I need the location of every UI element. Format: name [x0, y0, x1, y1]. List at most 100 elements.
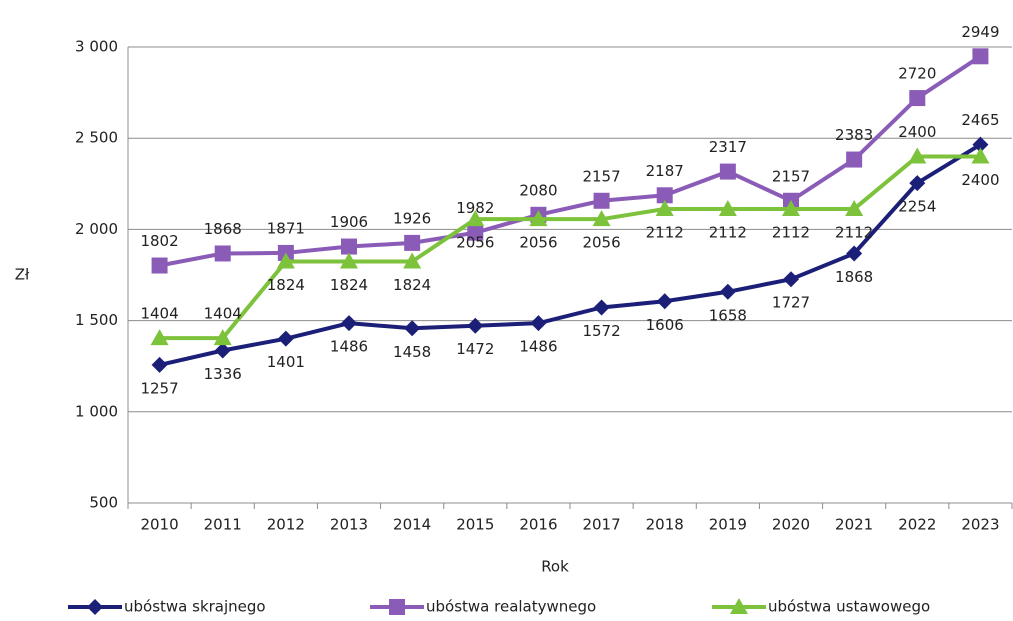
data-label: 1572 [582, 322, 620, 340]
x-tick-label: 2020 [772, 516, 810, 534]
point [971, 147, 990, 164]
point [277, 330, 294, 347]
point [655, 199, 674, 216]
legend-label: ubóstwa ustawowego [768, 598, 930, 616]
data-label: 1606 [646, 316, 684, 334]
x-tick-label: 2012 [267, 516, 305, 534]
data-label: 2317 [709, 138, 747, 156]
data-label: 1802 [140, 232, 178, 250]
point [908, 147, 927, 164]
data-label: 2254 [898, 198, 936, 216]
data-label: 2187 [646, 162, 684, 180]
x-tick-label: 2017 [582, 516, 620, 534]
y-axis-label: Zł [15, 266, 30, 284]
x-tick-label: 2019 [709, 516, 747, 534]
data-label: 1906 [330, 213, 368, 231]
legend-label: ubóstwa skrajnego [124, 598, 266, 616]
point [467, 224, 484, 241]
point [214, 342, 231, 359]
data-label: 2056 [519, 234, 557, 252]
legend-label: ubóstwa realatywnego [426, 598, 596, 616]
x-tick-label: 2021 [835, 516, 873, 534]
data-label: 1486 [519, 338, 557, 356]
point [782, 199, 800, 216]
x-tick-label: 2013 [330, 516, 368, 534]
x-tick-label: 2014 [393, 516, 431, 534]
point [404, 234, 421, 251]
y-tick-label: 1 000 [75, 402, 118, 420]
x-tick-label: 2018 [646, 516, 684, 534]
data-label: 1926 [393, 209, 431, 227]
point [972, 48, 989, 65]
data-label: 1824 [330, 276, 368, 294]
point [846, 151, 863, 168]
data-label: 2720 [898, 65, 936, 83]
point [656, 187, 673, 204]
point [150, 329, 169, 346]
data-label: 2112 [835, 223, 873, 241]
data-label: 1868 [835, 268, 873, 286]
point [341, 315, 357, 332]
point [846, 245, 863, 262]
point [213, 329, 232, 346]
x-tick-label: 2010 [140, 516, 178, 534]
data-label: 2112 [709, 223, 747, 241]
y-tick-label: 2 000 [75, 220, 118, 238]
data-label: 1401 [267, 353, 305, 371]
data-label: 2400 [898, 123, 936, 141]
series-line [159, 142, 982, 367]
data-label: 1336 [204, 365, 242, 383]
y-tick-label: 500 [89, 494, 118, 512]
point [719, 163, 736, 180]
data-label: 2056 [456, 234, 494, 252]
y-tick-label: 2 500 [75, 129, 118, 147]
x-tick-label: 2015 [456, 516, 494, 534]
data-label: 2383 [835, 126, 873, 144]
point [529, 210, 548, 227]
point [340, 252, 358, 269]
point [972, 136, 989, 153]
point [466, 210, 485, 227]
point [214, 245, 231, 262]
point [719, 283, 736, 300]
x-tick-label: 2011 [204, 516, 242, 534]
data-label: 1871 [267, 219, 305, 237]
point [909, 175, 926, 192]
point [404, 320, 421, 337]
point [403, 252, 422, 269]
point [276, 252, 295, 269]
point [530, 315, 547, 332]
data-label: 2112 [772, 223, 810, 241]
data-label: 1458 [393, 343, 431, 361]
point [718, 199, 737, 216]
data-label: 1824 [393, 276, 431, 294]
legend-marker [389, 599, 405, 615]
point [467, 317, 484, 334]
point [151, 356, 168, 373]
data-label: 2080 [519, 181, 557, 199]
series-line [159, 154, 981, 341]
point [151, 257, 168, 274]
x-tick-label: 2023 [961, 516, 999, 534]
series-line [159, 54, 982, 268]
y-tick-label: 3 000 [75, 38, 118, 56]
data-label: 1486 [330, 338, 368, 356]
data-label: 2056 [582, 234, 620, 252]
point [845, 199, 864, 216]
point [593, 192, 610, 209]
x-tick-label: 2016 [519, 516, 557, 534]
data-label: 2465 [961, 111, 999, 129]
data-label: 1982 [456, 199, 494, 217]
point [592, 210, 611, 227]
data-label: 2112 [646, 223, 684, 241]
data-label: 1868 [204, 220, 242, 238]
data-label: 1658 [709, 306, 747, 324]
point [656, 293, 673, 310]
data-label: 1404 [204, 305, 242, 323]
point [593, 299, 610, 316]
x-tick-label: 2022 [898, 516, 936, 534]
data-label: 2157 [582, 167, 620, 185]
data-label: 1727 [772, 294, 810, 312]
legend-marker [730, 598, 748, 614]
